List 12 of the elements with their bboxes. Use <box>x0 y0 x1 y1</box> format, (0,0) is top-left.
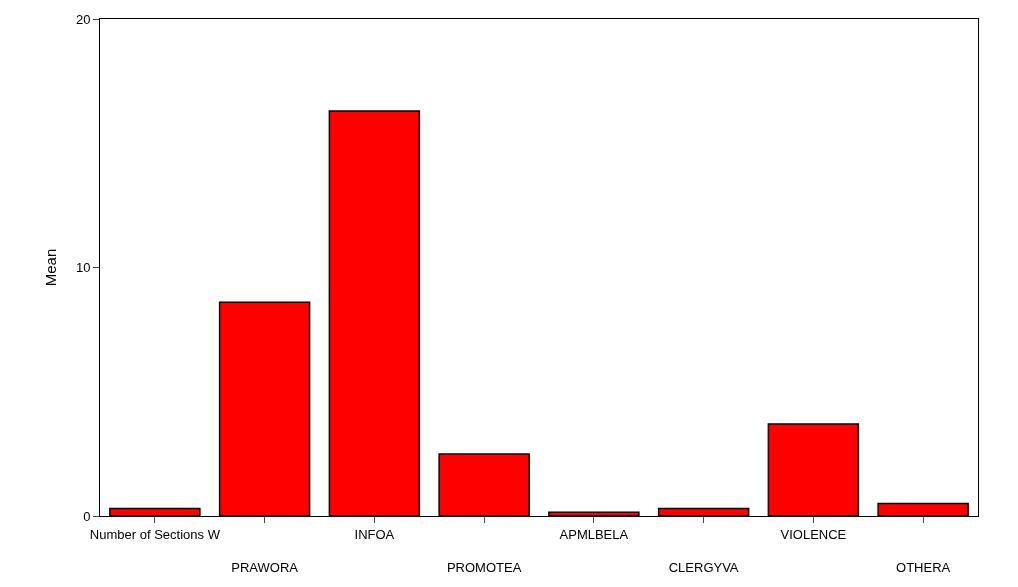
y-axis-title: Mean <box>42 248 60 287</box>
x-tick-label: Number of Sections W <box>89 526 221 542</box>
y-tick-label: 0 <box>83 508 91 524</box>
x-tick-label: PRAWORA <box>231 560 299 576</box>
x-tick-label: APMLBELA <box>559 526 629 542</box>
x-tick-label: VIOLENCE <box>780 526 847 542</box>
y-tick-label: 10 <box>75 260 91 276</box>
x-tick-label: OTHERA <box>896 560 951 576</box>
x-tick-label: PROMOTEA <box>446 560 522 576</box>
x-tick-label: INFOA <box>354 526 395 542</box>
y-tick-label: 20 <box>75 11 91 27</box>
x-tick-label: CLERGYVA <box>668 560 739 576</box>
